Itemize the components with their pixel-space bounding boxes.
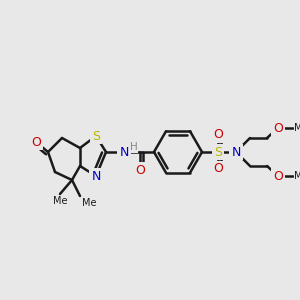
Text: Me: Me (82, 198, 97, 208)
Text: O: O (273, 122, 283, 134)
Text: N: N (91, 169, 101, 182)
Text: N: N (231, 146, 241, 158)
Text: H: H (130, 142, 138, 152)
Text: Me: Me (53, 196, 67, 206)
Text: O: O (273, 169, 283, 182)
Text: Me: Me (294, 123, 300, 133)
Text: O: O (31, 136, 41, 148)
Text: O: O (213, 128, 223, 142)
Text: O: O (213, 163, 223, 176)
Text: N: N (119, 146, 129, 158)
Text: S: S (92, 130, 100, 142)
Text: O: O (135, 164, 145, 176)
Text: S: S (214, 146, 222, 158)
Text: Me: Me (294, 171, 300, 181)
